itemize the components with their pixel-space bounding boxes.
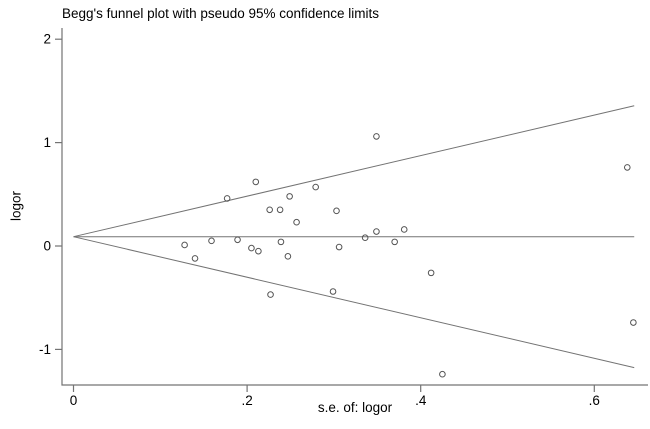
- data-point: [284, 253, 292, 260]
- data-point: [191, 255, 199, 262]
- data-point: [293, 218, 300, 226]
- data-point: [234, 236, 241, 244]
- data-point: [373, 228, 380, 235]
- x-tick-label: 0: [70, 393, 78, 408]
- y-tick-label: -1: [39, 342, 51, 357]
- data-point: [208, 237, 215, 245]
- data-point: [427, 269, 435, 277]
- data-point: [312, 183, 319, 191]
- axis-lines: [61, 28, 648, 386]
- data-point: [252, 178, 260, 186]
- data-point: [248, 244, 255, 252]
- data-point: [630, 319, 637, 326]
- data-point: [400, 226, 408, 233]
- data-point: [623, 164, 631, 171]
- data-point: [277, 238, 285, 246]
- data-point: [333, 207, 340, 215]
- chart-title: Begg's funnel plot with pseudo 95% confi…: [62, 6, 380, 21]
- data-point: [181, 241, 188, 249]
- data-point: [329, 288, 337, 295]
- x-tick-label: .4: [415, 393, 427, 408]
- x-axis-label: s.e. of: logor: [317, 400, 393, 415]
- upper-confidence-limit-line: [73, 105, 635, 238]
- data-point: [266, 206, 273, 214]
- y-tick-label: 0: [43, 239, 51, 254]
- x-tick-label: .2: [241, 393, 252, 408]
- data-point: [361, 234, 369, 242]
- y-tick-label: 2: [43, 32, 51, 47]
- data-point: [373, 133, 380, 140]
- data-point: [391, 238, 398, 246]
- data-point: [335, 243, 343, 251]
- data-point: [276, 206, 284, 214]
- lower-confidence-limit-line: [73, 236, 635, 369]
- data-point: [267, 291, 274, 298]
- data-point: [286, 193, 293, 200]
- data-point: [439, 370, 446, 378]
- y-tick-label: 1: [43, 135, 51, 150]
- data-point: [255, 247, 262, 255]
- x-tick-label: .6: [589, 393, 600, 408]
- data-point: [223, 195, 231, 202]
